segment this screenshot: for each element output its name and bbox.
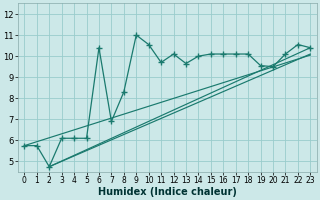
X-axis label: Humidex (Indice chaleur): Humidex (Indice chaleur) — [98, 187, 237, 197]
